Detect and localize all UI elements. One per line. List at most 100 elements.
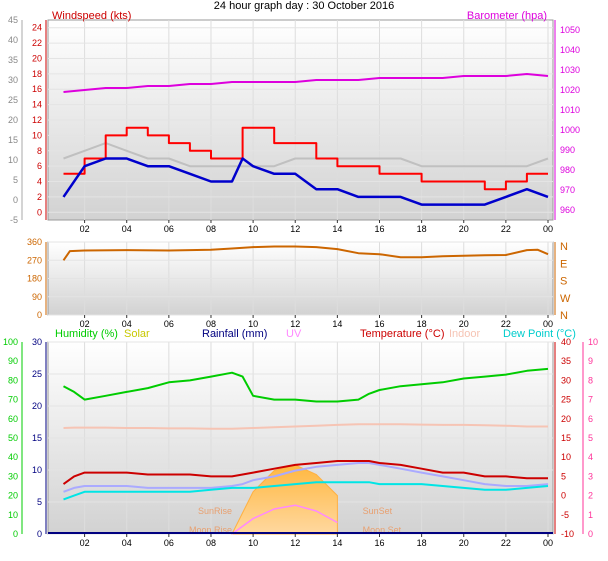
wind-outer-tick-label: 45 (8, 15, 18, 25)
humidity-tick-label: 0 (13, 529, 18, 539)
wind-inner-tick-label: 14 (32, 100, 42, 110)
temp-x-label: 10 (248, 538, 258, 548)
temperature-tick-label: 10 (561, 452, 571, 462)
temp-x-label: 22 (501, 538, 511, 548)
temp-x-label: 12 (290, 538, 300, 548)
wind-x-label: 14 (332, 224, 342, 234)
moonset-label: Moon Set (363, 525, 402, 535)
uv-tick-label: 8 (588, 375, 593, 385)
legend-indoor: Indoor (449, 328, 481, 340)
uv-tick-label: 3 (588, 471, 593, 481)
humidity-tick-label: 80 (8, 375, 18, 385)
temperature-tick-label: 0 (561, 491, 566, 501)
uv-tick-label: 2 (588, 491, 593, 501)
legend-humidity: Humidity (%) (55, 328, 118, 340)
temp-x-label: 00 (543, 538, 553, 548)
temperature-tick-label: 35 (561, 356, 571, 366)
wind-inner-tick-label: 20 (32, 53, 42, 63)
direction-tick-label: 180 (27, 274, 42, 284)
uv-tick-label: 7 (588, 395, 593, 405)
pressure-trace-line (63, 142, 549, 168)
uv-tick-label: 1 (588, 510, 593, 520)
wind-x-label: 10 (248, 224, 258, 234)
humidity-tick-label: 100 (3, 337, 18, 347)
direction-x-label: 04 (122, 319, 132, 329)
legend-solar: Solar (124, 328, 150, 340)
moonrise-label: Moon Rise (189, 525, 232, 535)
sunrise-label: SunRise (198, 506, 232, 516)
compass-label: S (560, 276, 567, 288)
wind-x-label: 04 (122, 224, 132, 234)
wind-inner-tick-label: 24 (32, 23, 42, 33)
rainfall-tick-label: 0 (37, 529, 42, 539)
lavender-line (63, 462, 549, 493)
graph-title: 24 hour graph day : 30 October 2016 (214, 0, 394, 12)
wind-inner-tick-label: 0 (37, 207, 42, 217)
wind-panel: Windspeed (kts) Barometer (hpa) -5 0 5 10 15… (8, 10, 580, 234)
barometer-tick-label: 990 (560, 145, 575, 155)
wind-x-label: 22 (501, 224, 511, 234)
windspeed-gust-line (63, 126, 548, 191)
dew-point-line (63, 481, 549, 501)
humidity-line (63, 367, 549, 403)
wind-inner-tick-label: 16 (32, 84, 42, 94)
wind-inner-tick-label: 6 (37, 161, 42, 171)
direction-tick-label: 90 (32, 292, 42, 302)
uv-tick-label: 4 (588, 452, 593, 462)
compass-label: N (560, 241, 568, 253)
wind-outer-tick-label: 0 (13, 195, 18, 205)
barometer-tick-label: 1030 (560, 65, 580, 75)
barometer-tick-label: 1020 (560, 85, 580, 95)
wind-outer-tick-label: 35 (8, 55, 18, 65)
windspeed-avg-line (62, 157, 549, 206)
barometer-tick-label: 1040 (560, 45, 580, 55)
wind-outer-tick-label: 15 (8, 135, 18, 145)
legend-temperature: Temperature (°C) (360, 328, 444, 340)
rainfall-tick-label: 5 (37, 497, 42, 507)
temp-x-label: 04 (122, 538, 132, 548)
direction-x-label: 14 (332, 319, 342, 329)
barometer-axis-label: Barometer (hpa) (467, 10, 547, 22)
rainfall-tick-label: 25 (32, 369, 42, 379)
wind-x-label: 06 (164, 224, 174, 234)
direction-x-label: 20 (459, 319, 469, 329)
legend-rainfall: Rainfall (mm) (202, 328, 267, 340)
rainfall-tick-label: 30 (32, 337, 42, 347)
wind-outer-tick-label: 30 (8, 75, 18, 85)
windspeed-axis-label: Windspeed (kts) (52, 10, 131, 22)
wind-inner-tick-label: 22 (32, 38, 42, 48)
direction-x-label: 12 (290, 319, 300, 329)
temperature-tick-label: 15 (561, 433, 571, 443)
barometer-tick-label: 1000 (560, 125, 580, 135)
direction-x-label: 06 (164, 319, 174, 329)
temperature-tick-label: 20 (561, 414, 571, 424)
temp-x-label: 20 (459, 538, 469, 548)
barometer-line (63, 73, 549, 93)
direction-tick-label: 360 (27, 237, 42, 247)
legend-dew-point: Dew Point (°C) (503, 328, 576, 340)
direction-x-label: 02 (80, 319, 90, 329)
wind-outer-tick-label: 40 (8, 35, 18, 45)
temperature-tick-label: -10 (561, 529, 574, 539)
temperature-tick-label: -5 (561, 510, 569, 520)
barometer-tick-label: 1050 (560, 25, 580, 35)
wind-x-label: 08 (206, 224, 216, 234)
humidity-tick-label: 40 (8, 452, 18, 462)
temp-x-label: 16 (374, 538, 384, 548)
temperature-tick-label: 40 (561, 337, 571, 347)
humidity-tick-label: 30 (8, 471, 18, 481)
humidity-tick-label: 50 (8, 433, 18, 443)
direction-x-label: 00 (543, 319, 553, 329)
direction-x-label: 10 (248, 319, 258, 329)
wind-x-label: 00 (543, 224, 553, 234)
wind-x-label: 16 (374, 224, 384, 234)
temp-x-label: 14 (332, 538, 342, 548)
temp-x-label: 06 (164, 538, 174, 548)
rainfall-tick-label: 20 (32, 401, 42, 411)
humidity-tick-label: 60 (8, 414, 18, 424)
wind-inner-tick-label: 10 (32, 130, 42, 140)
humidity-tick-label: 90 (8, 356, 18, 366)
barometer-tick-label: 980 (560, 165, 575, 175)
wind-outer-tick-label: 5 (13, 175, 18, 185)
